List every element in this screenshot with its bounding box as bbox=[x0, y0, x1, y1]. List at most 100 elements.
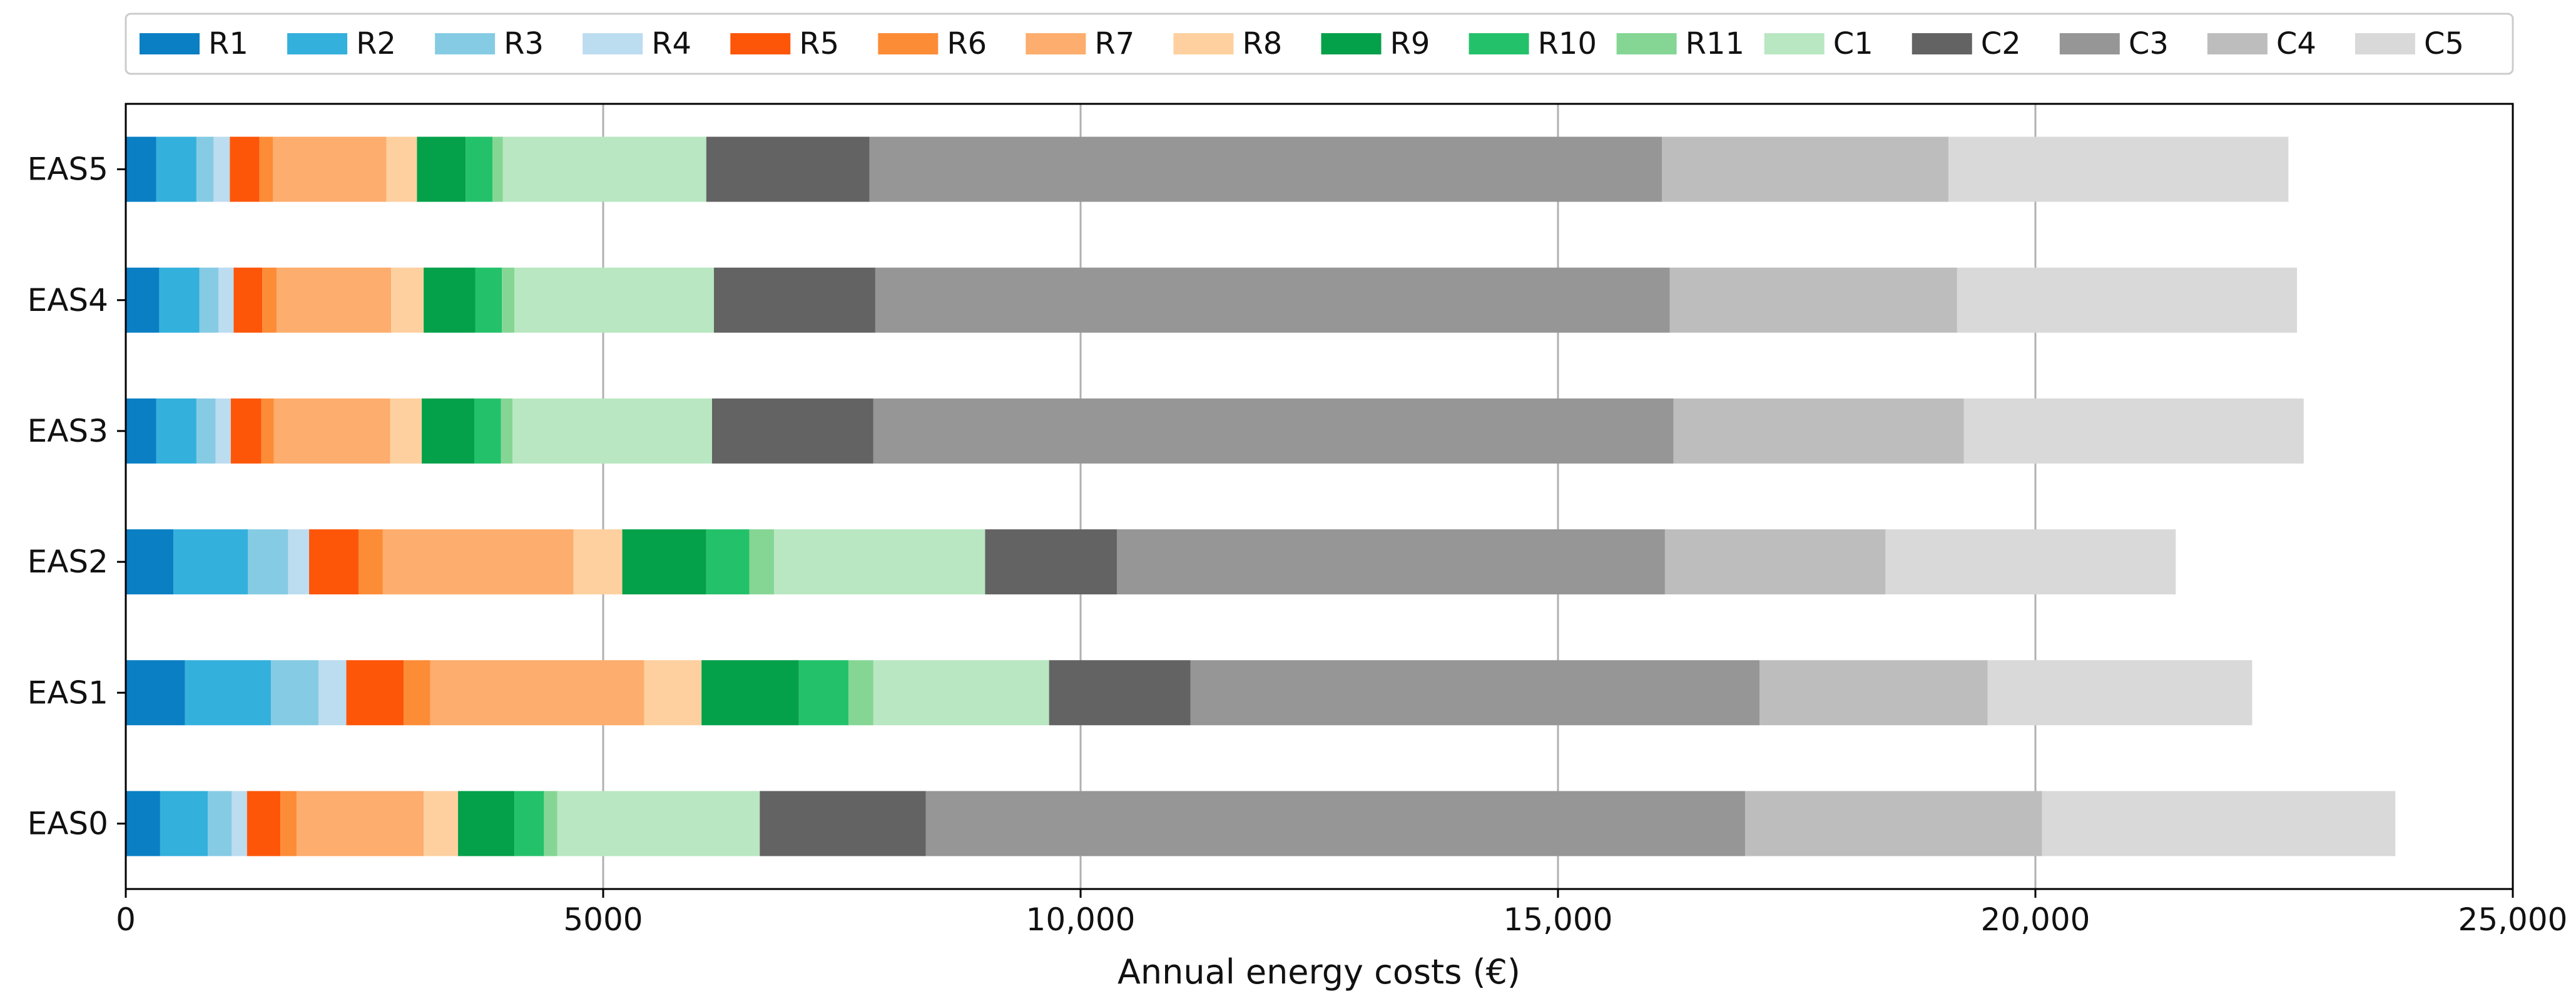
bar-segment-c4-eas1 bbox=[1759, 660, 1988, 726]
legend-item-r2: R2 bbox=[287, 26, 396, 61]
legend-item-c3: C3 bbox=[2059, 26, 2169, 61]
bar-segment-r11-eas0 bbox=[544, 791, 557, 856]
y-tick-label-eas5: EAS5 bbox=[28, 151, 108, 188]
x-tick-label: 10,000 bbox=[1026, 902, 1136, 938]
y-tick-label-eas3: EAS3 bbox=[28, 413, 108, 449]
legend-swatch bbox=[730, 33, 791, 54]
bar-segment-c3-eas0 bbox=[925, 791, 1746, 856]
bar-segment-r4-eas3 bbox=[215, 398, 231, 464]
bar-segment-r8-eas3 bbox=[390, 398, 422, 464]
bar-segment-r2-eas1 bbox=[185, 660, 271, 726]
bar-segment-r5-eas2 bbox=[308, 529, 359, 595]
bar-segment-r2-eas3 bbox=[156, 398, 196, 464]
bar-segment-r7-eas5 bbox=[273, 136, 387, 202]
legend-swatch bbox=[140, 33, 200, 54]
legend-item-r10: R10 bbox=[1469, 26, 1597, 61]
bar-segment-r11-eas1 bbox=[848, 660, 873, 726]
legend-label: R4 bbox=[651, 26, 691, 61]
legend-label: R5 bbox=[799, 26, 839, 61]
legend-label: R6 bbox=[947, 26, 987, 61]
bar-segment-r9-eas2 bbox=[622, 529, 706, 595]
y-tick-label-eas0: EAS0 bbox=[28, 805, 108, 841]
bar-segment-r3-eas3 bbox=[196, 398, 216, 464]
y-tick-label-eas2: EAS2 bbox=[28, 544, 108, 580]
bar-segment-r10-eas2 bbox=[706, 529, 750, 595]
bar-segment-c5-eas5 bbox=[1948, 136, 2289, 202]
bar-segment-r11-eas4 bbox=[502, 267, 515, 333]
bar-segment-c4-eas0 bbox=[1745, 791, 2042, 856]
bar-segment-c3-eas3 bbox=[873, 398, 1674, 464]
bar-segment-c4-eas3 bbox=[1673, 398, 1964, 464]
legend-item-r8: R8 bbox=[1173, 26, 1282, 61]
legend-swatch bbox=[583, 33, 643, 54]
legend: R1 R2 R3 R4 R5 R6 R7 R8 R9 R10 R11 C1 C2 C3 C4 C5 bbox=[125, 13, 2514, 75]
legend-item-r4: R4 bbox=[583, 26, 691, 61]
bar-segment-r7-eas3 bbox=[273, 398, 390, 464]
bar-segment-r1-eas1 bbox=[126, 660, 185, 726]
bar-segment-r7-eas1 bbox=[430, 660, 644, 726]
legend-item-c1: C1 bbox=[1764, 26, 1873, 61]
bar-segment-r10-eas3 bbox=[474, 398, 501, 464]
bar-segment-c2-eas1 bbox=[1049, 660, 1191, 726]
x-axis-ticks: 0 5000 10,000 15,000 20,000 25,000 bbox=[116, 889, 2567, 938]
bar-segment-c4-eas2 bbox=[1664, 529, 1886, 595]
bar-segment-r9-eas5 bbox=[417, 136, 466, 202]
legend-swatch bbox=[878, 33, 939, 54]
legend-swatch bbox=[1321, 33, 1382, 54]
legend-frame bbox=[125, 13, 2514, 75]
bar-segment-r4-eas1 bbox=[318, 660, 347, 726]
x-tick-label: 0 bbox=[116, 902, 136, 938]
bar-segment-r9-eas4 bbox=[424, 267, 476, 333]
bar-segment-c1-eas2 bbox=[774, 529, 985, 595]
bar-segment-r10-eas0 bbox=[514, 791, 544, 856]
bar-segment-c2-eas4 bbox=[714, 267, 875, 333]
bar-segment-c3-eas4 bbox=[875, 267, 1670, 333]
bar-segment-r3-eas4 bbox=[199, 267, 219, 333]
bar-segment-c2-eas2 bbox=[985, 529, 1117, 595]
x-axis-label: Annual energy costs (€) bbox=[1117, 952, 1520, 992]
bar-segment-r4-eas2 bbox=[288, 529, 309, 595]
bar-segment-r7-eas4 bbox=[277, 267, 392, 333]
bar-segment-c4-eas4 bbox=[1669, 267, 1957, 333]
bar-segment-c2-eas5 bbox=[706, 136, 870, 202]
legend-item-r7: R7 bbox=[1026, 26, 1134, 61]
bar-segment-r3-eas0 bbox=[208, 791, 232, 856]
bar-segment-r9-eas0 bbox=[458, 791, 515, 856]
bar-segment-r3-eas1 bbox=[270, 660, 319, 726]
legend-label: R9 bbox=[1390, 26, 1430, 61]
legend-label: R3 bbox=[504, 26, 544, 61]
x-tick-label: 15,000 bbox=[1504, 902, 1613, 938]
plot-frame bbox=[125, 103, 2514, 890]
bar-segment-r1-eas4 bbox=[126, 267, 160, 333]
legend-label: R7 bbox=[1094, 26, 1134, 61]
x-tick-label: 20,000 bbox=[1981, 902, 2090, 938]
bar-segment-c2-eas3 bbox=[711, 398, 873, 464]
bar-segment-r2-eas2 bbox=[173, 529, 248, 595]
legend-item-c2: C2 bbox=[1912, 26, 2021, 61]
bar-segment-r8-eas2 bbox=[573, 529, 623, 595]
bar-segment-r4-eas0 bbox=[232, 791, 247, 856]
bar-segment-r6-eas1 bbox=[404, 660, 430, 726]
bar-segment-r8-eas1 bbox=[644, 660, 702, 726]
bar-segment-c3-eas5 bbox=[869, 136, 1662, 202]
legend-swatch bbox=[1026, 33, 1086, 54]
legend-item-r5: R5 bbox=[730, 26, 839, 61]
bar-segment-r1-eas2 bbox=[126, 529, 174, 595]
legend-swatch bbox=[2059, 33, 2120, 54]
bar-segments bbox=[126, 136, 2396, 856]
legend-label: C3 bbox=[2129, 26, 2169, 61]
legend-swatch bbox=[1173, 33, 1234, 54]
bar-segment-c1-eas5 bbox=[502, 136, 706, 202]
bar-segment-r8-eas5 bbox=[386, 136, 417, 202]
bar-segment-c2-eas0 bbox=[760, 791, 926, 856]
bar-segment-r7-eas2 bbox=[382, 529, 574, 595]
legend-item-r11: R11 bbox=[1616, 26, 1744, 61]
bar-segment-r5-eas0 bbox=[247, 791, 281, 856]
legend-items: R1 R2 R3 R4 R5 R6 R7 R8 R9 R10 R11 C1 C2 C3 C4 C5 bbox=[140, 26, 2464, 61]
bar-segment-c5-eas2 bbox=[1885, 529, 2176, 595]
bar-segment-c3-eas2 bbox=[1116, 529, 1665, 595]
bar-segment-r10-eas1 bbox=[798, 660, 849, 726]
bar-segment-c1-eas3 bbox=[512, 398, 712, 464]
legend-swatch bbox=[1469, 33, 1529, 54]
